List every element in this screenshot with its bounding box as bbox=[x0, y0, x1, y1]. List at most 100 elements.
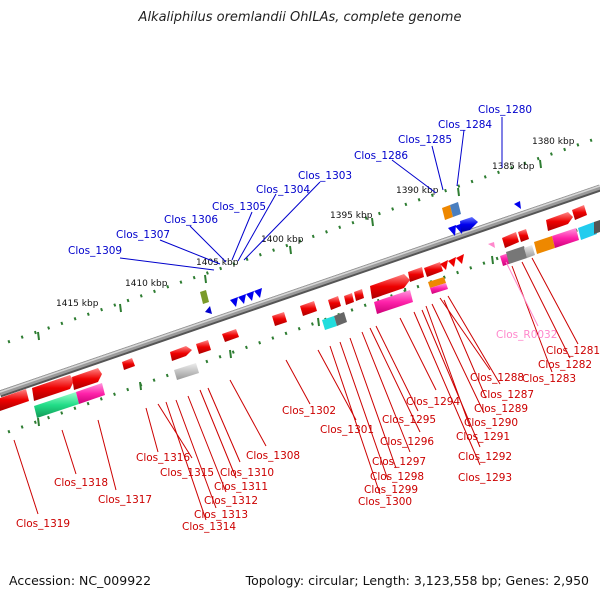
map-title: Alkaliphilus oremlandii OhILAs, complete… bbox=[138, 10, 462, 25]
plus-gene-labels: Clos_1280 Clos_1284 Clos_1285 Clos_1286 … bbox=[68, 104, 532, 257]
gene-arrow bbox=[272, 312, 287, 326]
gene-arrow bbox=[205, 306, 212, 314]
gene-label: Clos_1318 bbox=[54, 477, 108, 489]
gene-label: Clos_1314 bbox=[182, 521, 236, 533]
gene-box bbox=[450, 202, 461, 217]
gene-label: Clos_1284 bbox=[438, 119, 492, 131]
gene-arrow bbox=[230, 297, 238, 307]
gene-arrow bbox=[460, 217, 478, 232]
gene-box bbox=[578, 222, 597, 240]
gene-label: Clos_1303 bbox=[298, 170, 352, 182]
gene-label: Clos_1296 bbox=[380, 436, 434, 448]
minus-leader-lines bbox=[13, 257, 579, 521]
gene-label: Clos_1289 bbox=[474, 403, 528, 415]
gene-arrow bbox=[72, 368, 102, 390]
gene-label: Clos_1287 bbox=[480, 389, 534, 401]
gene-arrow bbox=[200, 290, 209, 304]
gene-box bbox=[428, 277, 446, 288]
gene-arrow bbox=[32, 375, 74, 401]
gene-box bbox=[442, 205, 453, 220]
gene-label: Clos_1309 bbox=[68, 245, 122, 257]
gene-arrow bbox=[448, 257, 456, 267]
scale-label: 1410 kbp bbox=[125, 279, 168, 289]
rna-leader-line bbox=[505, 261, 539, 327]
gene-label: Clos_1298 bbox=[370, 471, 424, 483]
gene-label: Clos_1281 bbox=[546, 345, 600, 357]
gene-arrow bbox=[222, 329, 239, 342]
gene-label: Clos_1300 bbox=[358, 496, 412, 508]
gene-label: Clos_1304 bbox=[256, 184, 310, 196]
gene-label: Clos_1302 bbox=[282, 405, 336, 417]
gene-box bbox=[322, 316, 337, 330]
gene-label: Clos_1291 bbox=[456, 431, 510, 443]
scale-ring-outer bbox=[7, 138, 593, 344]
scale-label: 1415 kbp bbox=[56, 299, 99, 309]
gene-box bbox=[430, 283, 448, 294]
scale-label: 1390 kbp bbox=[396, 186, 439, 196]
gene-arrow bbox=[502, 232, 519, 248]
genome-backbone bbox=[0, 184, 600, 398]
gene-label: Clos_1286 bbox=[354, 150, 408, 162]
gene-arrow bbox=[456, 254, 464, 264]
scale-label: 1380 kbp bbox=[532, 137, 575, 147]
gene-box bbox=[524, 245, 535, 258]
gene-box bbox=[76, 383, 105, 404]
gene-label: Clos_1308 bbox=[246, 450, 300, 462]
gene-label: Clos_1319 bbox=[16, 518, 70, 530]
gene-label: Clos_1310 bbox=[220, 467, 274, 479]
gene-arrow bbox=[488, 242, 495, 248]
gene-arrow bbox=[196, 340, 211, 354]
gene-arrow bbox=[246, 291, 254, 301]
gene-label: Clos_1292 bbox=[458, 451, 512, 463]
gene-box bbox=[34, 392, 79, 418]
gene-arrow bbox=[328, 296, 341, 310]
gene-arrow bbox=[238, 294, 246, 304]
gene-label: Clos_1297 bbox=[372, 456, 426, 468]
gene-label: Clos_1299 bbox=[364, 484, 418, 496]
gene-label: Clos_1315 bbox=[160, 467, 214, 479]
gene-box bbox=[334, 312, 347, 326]
gene-box bbox=[594, 220, 600, 234]
gene-box bbox=[552, 228, 579, 248]
gene-label: Clos_1316 bbox=[136, 452, 190, 464]
scale-label: 1395 kbp bbox=[330, 211, 373, 221]
gene-box bbox=[374, 290, 413, 314]
gene-label: Clos_1312 bbox=[204, 495, 258, 507]
gene-label: Clos_1317 bbox=[98, 494, 152, 506]
gene-label: Clos_1294 bbox=[406, 396, 460, 408]
gene-label: Clos_1305 bbox=[212, 201, 266, 213]
gene-label: Clos_1306 bbox=[164, 214, 218, 226]
gene-arrow bbox=[572, 205, 587, 220]
gene-arrow bbox=[254, 288, 262, 298]
gene-arrow bbox=[440, 260, 448, 270]
gene-label: Clos_1288 bbox=[470, 372, 524, 384]
gene-box bbox=[534, 236, 555, 254]
gene-arrow bbox=[170, 346, 192, 361]
gene-arrow bbox=[0, 389, 29, 411]
gene-arrow bbox=[514, 201, 521, 209]
gene-arrow bbox=[122, 358, 135, 370]
minus-gene-labels: Clos_1281 Clos_1282 Clos_1283 Clos_1287 … bbox=[16, 345, 600, 533]
gene-arrow bbox=[546, 212, 573, 231]
gene-box bbox=[506, 246, 527, 264]
rna-gene-label: Clos_R0032 bbox=[496, 329, 557, 341]
gene-box bbox=[174, 363, 199, 380]
genome-summary-text: Topology: circular; Length: 3,123,558 bp… bbox=[245, 573, 589, 588]
gene-label: Clos_1283 bbox=[522, 373, 576, 385]
gene-arrow bbox=[518, 229, 529, 242]
gene-arrow bbox=[344, 293, 354, 305]
gene-label: Clos_1295 bbox=[382, 414, 436, 426]
minus-strand-features bbox=[0, 205, 600, 418]
gene-arrow bbox=[448, 225, 456, 236]
gene-arrow bbox=[354, 289, 364, 301]
gene-label: Clos_1285 bbox=[398, 134, 452, 146]
gene-arrow bbox=[408, 267, 424, 282]
scale-label: 1400 kbp bbox=[261, 235, 304, 245]
gene-label: Clos_1293 bbox=[458, 472, 512, 484]
gene-label: Clos_1280 bbox=[478, 104, 532, 116]
gene-label: Clos_1307 bbox=[116, 229, 170, 241]
scale-label: 1385 kbp bbox=[492, 162, 535, 172]
plus-strand-features bbox=[200, 201, 521, 314]
